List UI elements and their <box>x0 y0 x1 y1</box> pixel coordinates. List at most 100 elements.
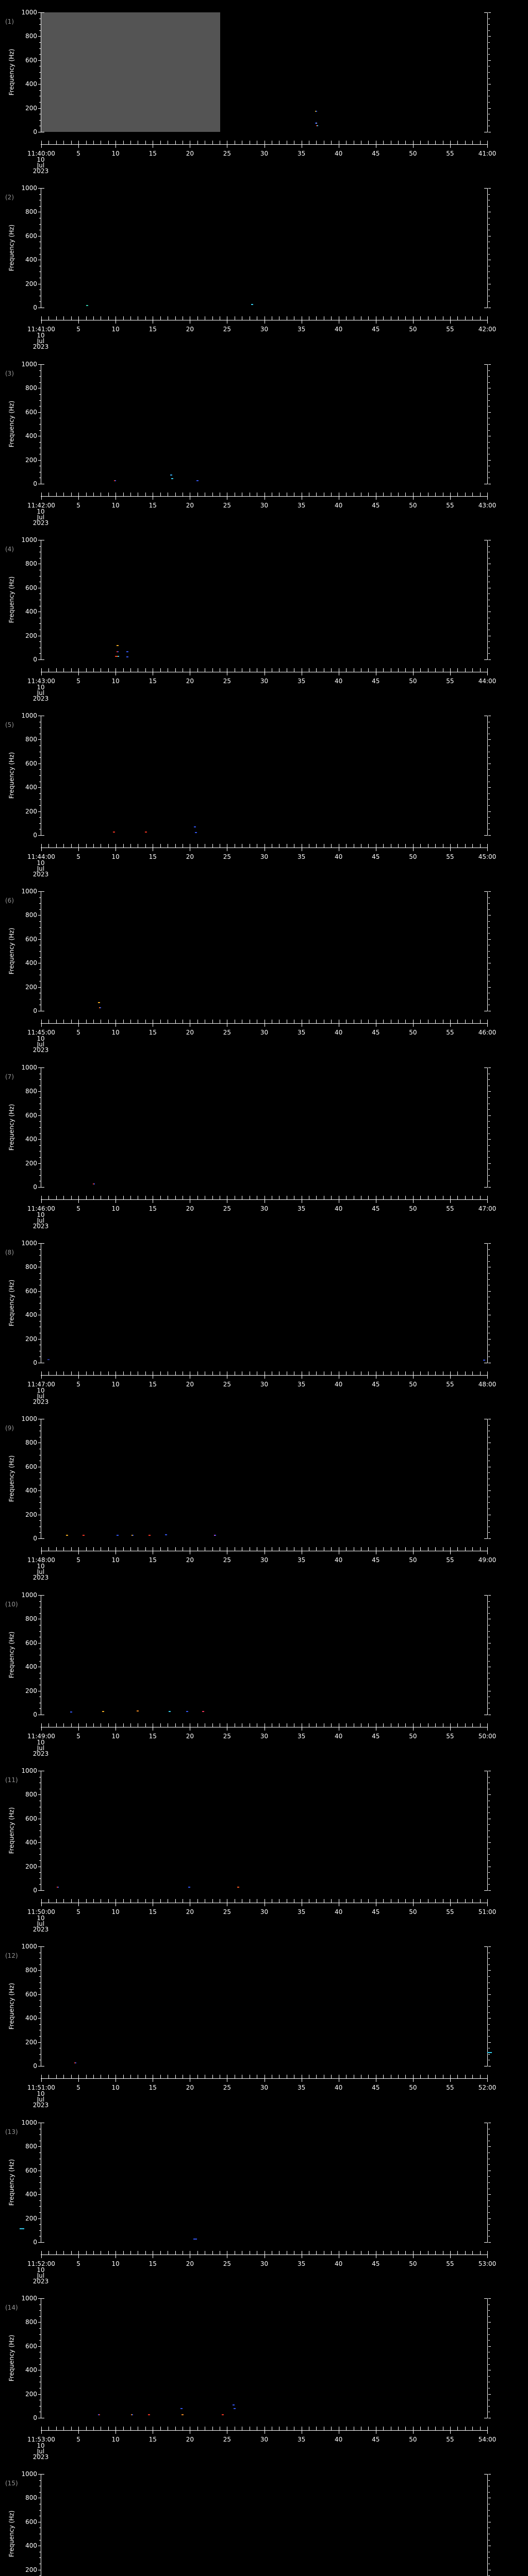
x-minor-tick <box>130 1547 131 1551</box>
spectrogram-event <box>117 645 119 647</box>
x-minor-tick <box>93 2251 94 2255</box>
y-tick-label: 0 <box>33 1535 37 1542</box>
x-start-label: 11:51:00 <box>27 2084 55 2091</box>
y-minor-tick-left <box>39 2334 41 2335</box>
x-tick-label: 10 <box>111 326 120 333</box>
x-minor-tick <box>160 1020 161 1023</box>
axis-end-cap <box>484 891 487 892</box>
x-tick-label: 10 <box>111 150 120 157</box>
y-tick-label: 400 <box>25 959 37 967</box>
x-minor-tick <box>145 1723 146 1727</box>
x-minor-tick <box>480 1899 481 1903</box>
x-minor-tick <box>130 493 131 496</box>
x-minor-tick <box>412 668 414 672</box>
x-tick-label: 45 <box>372 1908 380 1916</box>
x-minor-tick <box>63 141 64 144</box>
y-minor-tick-left <box>39 1157 41 1158</box>
x-minor-tick <box>435 493 436 496</box>
y-minor-tick-right <box>488 2328 490 2329</box>
y-minor-tick-left <box>39 745 41 746</box>
spectrogram-panel: 0200400600800100011:54:00510152025303540… <box>0 2462 528 2576</box>
x-tick-label: 55 <box>446 326 454 333</box>
x-tick-label: 10 <box>111 2084 120 2091</box>
x-tick-label: 50 <box>409 1908 417 1916</box>
x-minor-tick <box>175 844 176 848</box>
y-minor-tick-left <box>39 799 41 800</box>
x-minor-tick <box>123 316 124 320</box>
x-minor-tick <box>145 1371 146 1375</box>
y-tick-label: 200 <box>25 1511 37 1518</box>
axis-end-cap <box>41 891 44 892</box>
y-tick-label: 600 <box>25 2166 37 2174</box>
y-minor-tick-right <box>488 1708 490 1709</box>
x-tick-label: 45 <box>372 1205 380 1212</box>
x-minor-tick <box>145 1547 146 1551</box>
y-tick-label: 1000 <box>21 2119 37 2126</box>
x-tick-label: 15 <box>148 1205 157 1212</box>
x-minor-tick <box>398 2427 399 2430</box>
x-axis <box>41 496 488 497</box>
x-tick-label: 20 <box>186 1733 194 1740</box>
x-end-label: 41:00 <box>478 150 497 157</box>
x-minor-tick <box>108 2427 109 2430</box>
y-minor-tick-right <box>488 805 490 806</box>
y-minor-tick-right <box>488 2557 490 2558</box>
x-minor-tick <box>123 1899 124 1903</box>
x-tick-label: 55 <box>446 677 454 685</box>
x-tick-label: 50 <box>409 677 417 685</box>
x-major-tick <box>487 848 488 851</box>
x-minor-tick <box>472 316 473 320</box>
x-minor-tick <box>398 493 399 496</box>
y-minor-tick-right <box>488 430 490 431</box>
y-major-tick-left <box>38 939 41 940</box>
x-minor-tick <box>316 1547 317 1551</box>
x-major-tick <box>412 2255 414 2258</box>
y-minor-tick-left <box>39 301 41 302</box>
y-minor-tick-right <box>488 2224 490 2225</box>
x-minor-tick <box>457 1196 458 1199</box>
spectrogram-event <box>113 831 116 833</box>
x-minor-tick <box>93 1547 94 1551</box>
x-minor-tick <box>63 1899 64 1903</box>
y-minor-tick-left <box>39 1309 41 1310</box>
y-tick-label: 0 <box>33 656 37 663</box>
y-minor-tick-left <box>39 430 41 431</box>
y-axis-label: Frequency (Hz) <box>8 752 15 799</box>
x-major-tick <box>450 2079 451 2082</box>
y-minor-tick-right <box>488 2304 490 2305</box>
x-minor-tick <box>412 1899 414 1903</box>
x-major-tick <box>450 1376 451 1379</box>
x-minor-tick <box>108 1723 109 1727</box>
y-minor-tick-left <box>39 120 41 121</box>
spectrogram-panel: 0 200 400 600 800 1000 11:43:00 5 10 15 20 25 30 35 40… <box>0 528 528 704</box>
x-tick-label: 45 <box>372 2084 380 2091</box>
x-minor-tick <box>405 668 406 672</box>
panel-label: (5) <box>5 721 14 728</box>
x-minor-tick <box>383 1723 384 1727</box>
x-minor-tick <box>487 493 488 496</box>
x-tick-label: 25 <box>223 2084 232 2091</box>
spectrogram-panel: 0 200 400 600 800 1000 11:40:00 5 10 15 20 25 30 35 40… <box>0 0 528 176</box>
x-minor-tick <box>368 1547 369 1551</box>
x-minor-tick <box>130 668 131 672</box>
y-tick-label: 0 <box>33 1007 37 1014</box>
spectrogram-event <box>181 2414 184 2415</box>
y-minor-tick-right <box>488 253 490 255</box>
y-tick-label: 0 <box>33 2414 37 2421</box>
x-minor-tick <box>331 2251 332 2255</box>
x-tick-label: 10 <box>111 1029 120 1036</box>
y-minor-tick-right <box>488 653 490 654</box>
x-minor-tick <box>63 668 64 672</box>
spectrogram-event <box>316 125 318 127</box>
y-minor-tick-left <box>39 1133 41 1134</box>
y-tick-label: 800 <box>25 32 37 40</box>
x-major-tick <box>41 2255 42 2258</box>
x-tick-label: 10 <box>111 1908 120 1916</box>
y-minor-tick-right <box>488 1472 490 1473</box>
x-minor-tick <box>86 1371 87 1375</box>
y-minor-tick-left <box>39 2557 41 2558</box>
x-minor-tick <box>420 1899 421 1903</box>
x-tick-label: 25 <box>223 502 232 509</box>
y-minor-tick-right <box>488 1145 490 1146</box>
x-minor-tick <box>487 2075 488 2078</box>
